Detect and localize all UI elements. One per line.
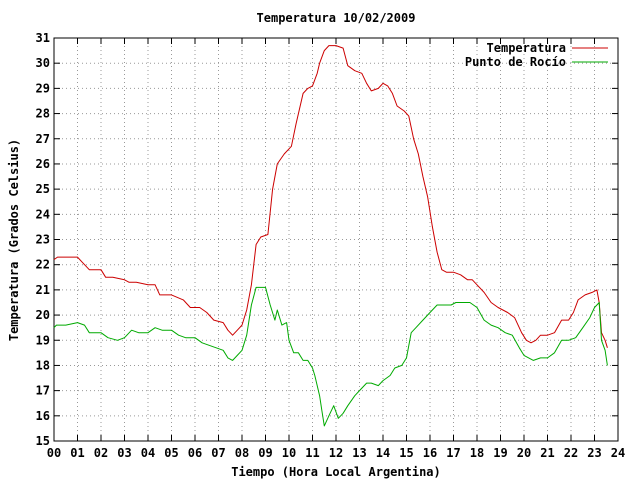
x-tick-label: 21: [540, 446, 554, 460]
legend-label-punto-de-rocio: Punto de Rocío: [465, 55, 566, 69]
series-line-temperatura: [53, 45, 608, 348]
x-tick-label: 06: [188, 446, 202, 460]
x-tick-label: 05: [164, 446, 178, 460]
y-tick-label: 26: [36, 157, 50, 171]
x-tick-label: 02: [94, 446, 108, 460]
x-tick-label: 22: [564, 446, 578, 460]
x-tick-label: 20: [517, 446, 531, 460]
y-tick-label: 22: [36, 258, 50, 272]
x-tick-label: 01: [70, 446, 84, 460]
x-tick-label: 17: [446, 446, 460, 460]
x-tick-label: 23: [587, 446, 601, 460]
y-tick-label: 23: [36, 233, 50, 247]
x-tick-label: 03: [117, 446, 131, 460]
y-tick-label: 28: [36, 107, 50, 121]
y-tick-label: 15: [36, 434, 50, 448]
series-line-punto-de-rocio: [53, 286, 608, 427]
x-tick-label: 14: [376, 446, 390, 460]
y-axis-label: Temperatura (Grados Celsius): [7, 139, 21, 341]
y-tick-label: 19: [36, 333, 50, 347]
x-tick-label: 04: [141, 446, 155, 460]
x-tick-label: 16: [423, 446, 437, 460]
x-axis-label: Tiempo (Hora Local Argentina): [231, 465, 441, 479]
x-tick-label: 10: [282, 446, 296, 460]
y-tick-label: 17: [36, 384, 50, 398]
x-tick-label: 13: [352, 446, 366, 460]
x-tick-label: 07: [211, 446, 225, 460]
x-tick-label: 11: [305, 446, 319, 460]
y-tick-label: 21: [36, 283, 50, 297]
y-tick-label: 30: [36, 56, 50, 70]
legend: Temperatura Punto de Rocío: [465, 41, 608, 69]
x-tick-label: 19: [493, 446, 507, 460]
y-tick-label: 16: [36, 409, 50, 423]
x-tick-label: 09: [258, 446, 272, 460]
grid-lines: [54, 38, 618, 441]
y-tick-label: 18: [36, 358, 50, 372]
y-tick-label: 24: [36, 207, 50, 221]
y-tick-label: 20: [36, 308, 50, 322]
axis-ticks: 00 01 02 03 04 05 06 07 08 09 10 11 12 13 14 15 16 17 18 19…: [36, 31, 626, 460]
y-tick-label: 25: [36, 182, 50, 196]
y-tick-label: 29: [36, 81, 50, 95]
x-tick-label: 18: [470, 446, 484, 460]
y-tick-label: 27: [36, 132, 50, 146]
x-tick-label: 15: [399, 446, 413, 460]
x-tick-label: 12: [329, 446, 343, 460]
x-tick-label: 24: [611, 446, 625, 460]
series-lines: [53, 45, 608, 427]
x-tick-label: 00: [47, 446, 61, 460]
x-tick-label: 08: [235, 446, 249, 460]
y-tick-label: 31: [36, 31, 50, 45]
legend-label-temperatura: Temperatura: [487, 41, 566, 55]
chart-title: Temperatura 10/02/2009: [257, 11, 416, 25]
